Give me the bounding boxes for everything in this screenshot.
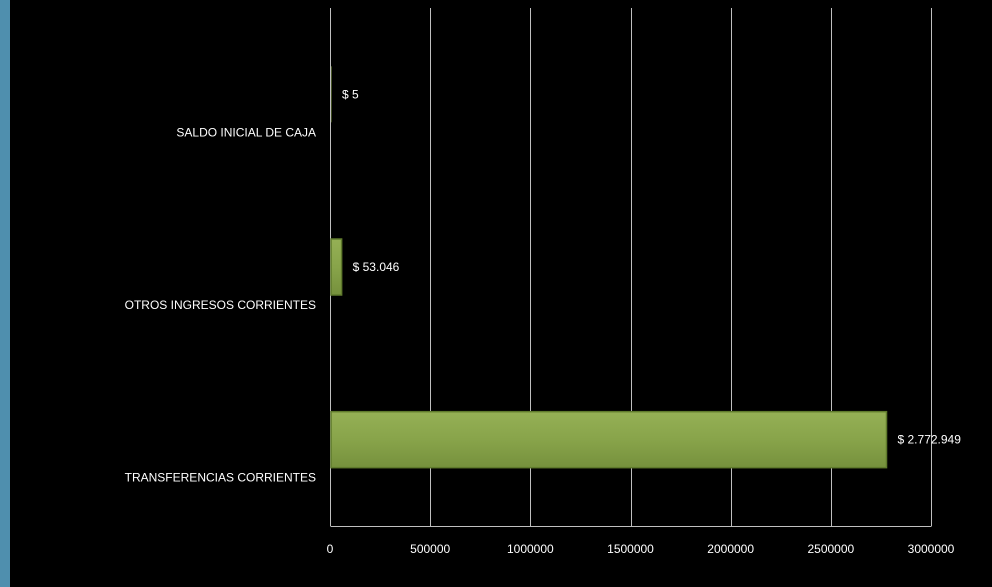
category-labels: SALDO INICIAL DE CAJA OTROS INGRESOS CORR… <box>125 125 316 484</box>
data-label-1: $ 53.046 <box>353 260 400 274</box>
x-tick-label-6: 3000000 <box>908 542 955 556</box>
x-axis-ticks: 0 500000 1000000 1500000 2000000 2500000 30000… <box>327 542 955 556</box>
category-label-2: TRANSFERENCIAS CORRIENTES <box>125 471 316 485</box>
x-tick-label-1: 500000 <box>410 542 450 556</box>
bar-1 <box>330 238 343 296</box>
data-label-2: $ 2.772.949 <box>898 433 962 447</box>
x-tick-label-4: 2000000 <box>707 542 754 556</box>
data-label-0: $ 5 <box>342 87 359 101</box>
bar-2 <box>330 410 888 469</box>
x-tick-label-5: 2500000 <box>807 542 854 556</box>
x-tick-label-3: 1500000 <box>607 542 654 556</box>
category-label-0: SALDO INICIAL DE CAJA <box>176 125 316 139</box>
x-tick-label-0: 0 <box>327 542 334 556</box>
bar-0 <box>331 66 332 123</box>
category-label-1: OTROS INGRESOS CORRIENTES <box>125 298 316 312</box>
x-tick-label-2: 1000000 <box>507 542 554 556</box>
data-labels: $ 5 $ 53.046 $ 2.772.949 <box>342 87 961 446</box>
left-accent-strip <box>0 0 10 587</box>
bars <box>330 66 888 469</box>
